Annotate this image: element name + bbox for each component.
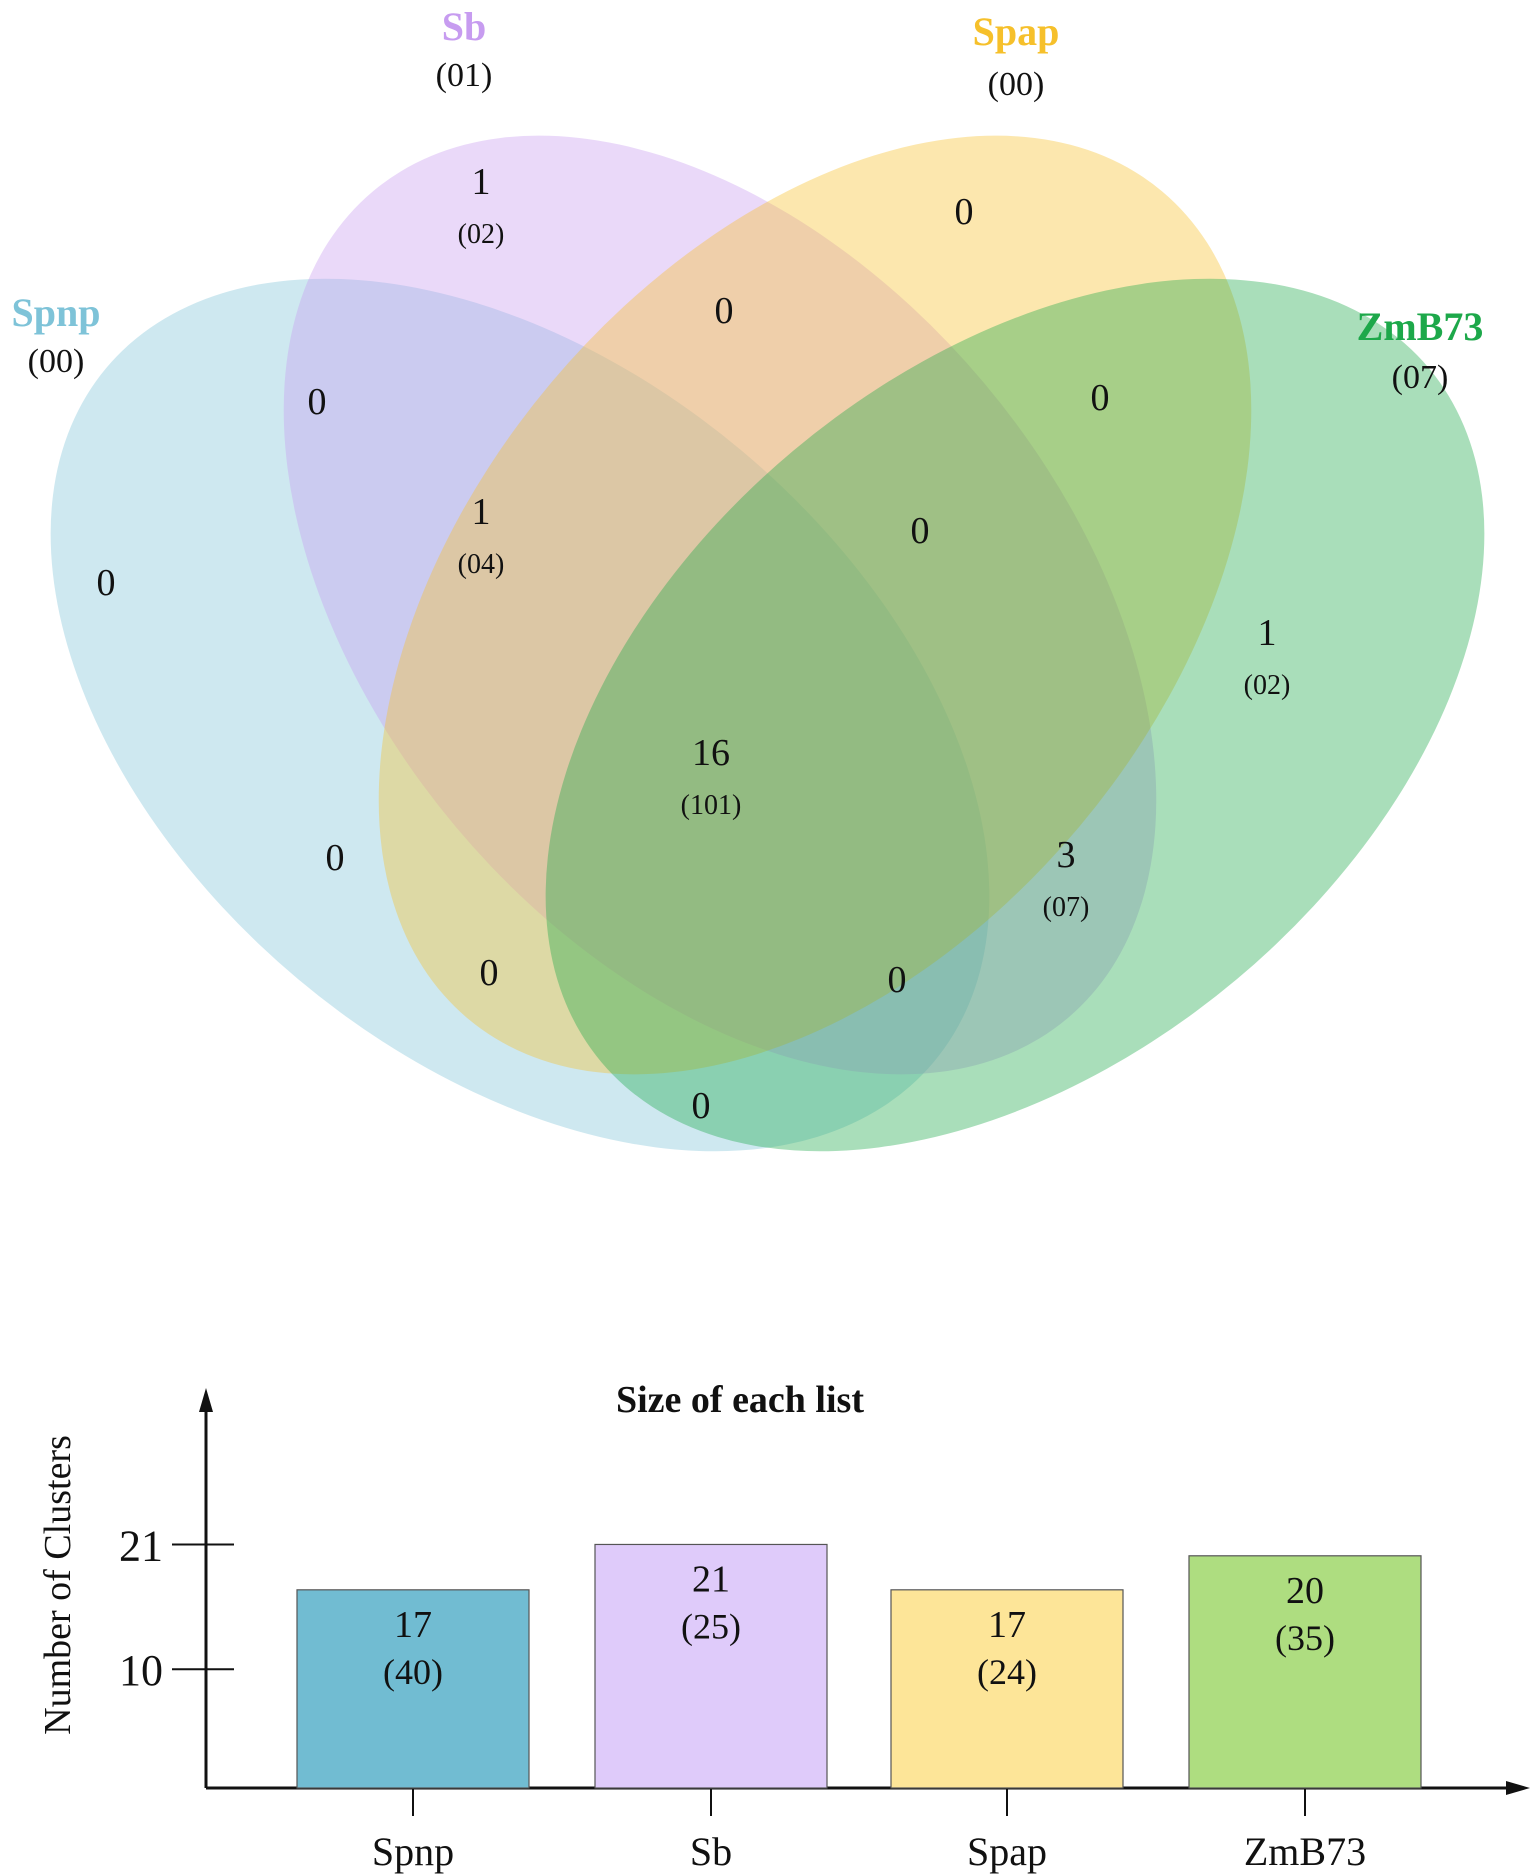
region-sub-spnp-sb-spap: (04) (458, 549, 505, 580)
region-sub-sb: (02) (458, 219, 505, 250)
venn-region-labels: 1 (02) 0 0 0 0 1 (04) 0 0 1 (02) 16 (101) 0 3 (07) 0 0 0 (97, 161, 1291, 1127)
region-value-sb: 1 (472, 161, 491, 203)
region-value-spnp-sb-spap-zmb73: 16 (692, 732, 730, 774)
region-sub-sb-zmb73: (07) (1043, 892, 1090, 923)
x-tick-label-spnp: Spnp (372, 1829, 454, 1874)
set-count-spnp: (00) (28, 343, 85, 380)
region-sub-spnp-sb-spap-zmb73: (101) (681, 790, 742, 821)
venn-ellipse-zmb73 (545, 278, 1485, 1152)
set-count-sb: (01) (436, 57, 493, 94)
region-value-spnp-sb: 0 (308, 381, 327, 423)
venn-set-labels: Spnp (00) Sb (01) Spap (00) ZmB73 (07) (12, 4, 1484, 396)
bar-value-sb: 21 (692, 1558, 730, 1600)
region-value-spnp-sb-spap: 1 (472, 491, 491, 533)
bar-chart: Size of each list Number of Clusters 10 2… (37, 1379, 1530, 1874)
region-value-spap: 0 (955, 191, 974, 233)
region-value-sb-zmb73: 3 (1057, 834, 1076, 876)
set-count-spap: (00) (988, 66, 1045, 103)
bar-sublabel-spap: (24) (977, 1652, 1037, 1692)
set-name-spap: Spap (973, 9, 1060, 54)
bar-zmb73 (1188, 1555, 1422, 1789)
set-count-zmb73: (07) (1392, 359, 1449, 396)
venn-ellipse-spnp (50, 278, 990, 1152)
y-tick-label-10: 10 (119, 1646, 163, 1695)
bar-spnp (296, 1589, 530, 1789)
region-value-zmb73: 1 (1258, 612, 1277, 654)
axes: 10 21 Spnp Sb Spap ZmB73 (119, 1388, 1530, 1874)
bar-sb (594, 1543, 828, 1789)
bar-sublabel-spnp: (40) (383, 1652, 443, 1692)
venn-ellipses (50, 135, 1485, 1152)
bar-spap (890, 1589, 1124, 1789)
region-value-spnp-spap-zmb73: 0 (480, 952, 499, 994)
x-tick-label-zmb73: ZmB73 (1244, 1829, 1366, 1874)
chart-title: Size of each list (616, 1379, 864, 1421)
bar-sublabel-sb: (25) (681, 1606, 741, 1646)
y-axis-arrow (199, 1388, 213, 1412)
region-value-sb-spap: 0 (715, 290, 734, 332)
region-value-spnp: 0 (97, 562, 116, 604)
region-value-spnp-zmb73: 0 (692, 1085, 711, 1127)
bar-value-spap: 17 (988, 1604, 1026, 1646)
x-axis-arrow (1506, 1781, 1530, 1795)
bar-value-zmb73: 20 (1286, 1570, 1324, 1612)
x-tick-label-spap: Spap (967, 1829, 1047, 1874)
bar-value-spnp: 17 (394, 1604, 432, 1646)
bar-sublabel-zmb73: (35) (1275, 1618, 1335, 1658)
y-tick-label-21: 21 (119, 1521, 163, 1570)
region-sub-zmb73: (02) (1244, 670, 1291, 701)
venn-ellipse-sb (283, 135, 1157, 1075)
region-value-sb-spap-zmb73: 0 (911, 510, 930, 552)
set-name-spnp: Spnp (12, 290, 101, 335)
region-value-spap-zmb73: 0 (1091, 377, 1110, 419)
set-name-sb: Sb (442, 4, 487, 49)
region-value-spnp-spap: 0 (326, 837, 345, 879)
venn-diagram: Spnp (00) Sb (01) Spap (00) ZmB73 (07) 1 (02) 0 0 0… (12, 4, 1485, 1152)
bar-marks: 17 (40) 21 (25) 17 (24) 20 (35) (296, 1543, 1422, 1789)
region-value-spnp-sb-zmb73: 0 (888, 959, 907, 1001)
venn-ellipse-spap (378, 135, 1252, 1075)
y-axis-label: Number of Clusters (37, 1435, 79, 1735)
set-name-zmb73: ZmB73 (1357, 304, 1484, 349)
x-tick-label-sb: Sb (690, 1829, 732, 1874)
